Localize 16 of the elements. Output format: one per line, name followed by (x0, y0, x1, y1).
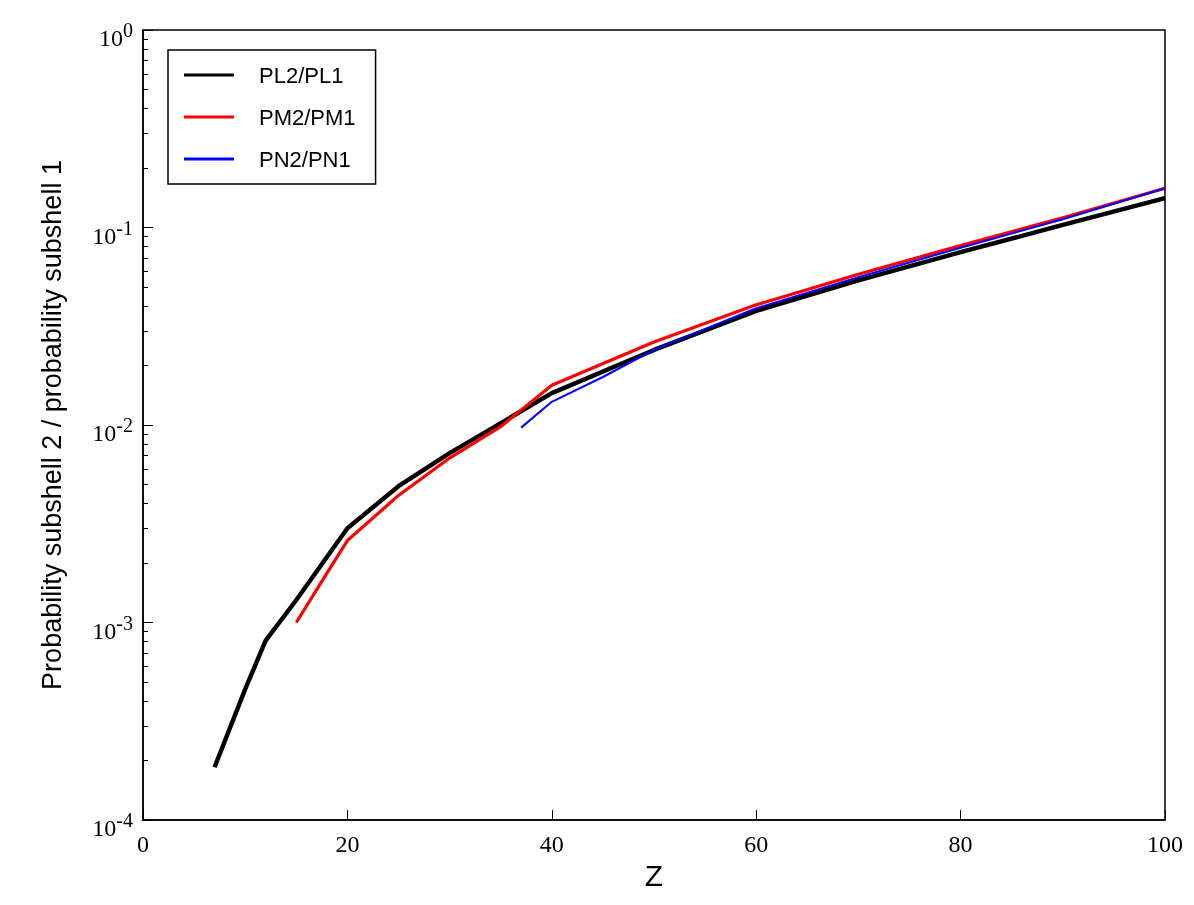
legend-label: PM2/PM1 (259, 104, 356, 130)
y-tick-label: 10$^{-2}$ (92, 413, 133, 448)
x-axis-title: Z (644, 859, 664, 893)
legend-label: PN2/PN1 (259, 146, 351, 172)
y-tick-label: 10$^{0}$ (99, 18, 133, 53)
x-tick-label: 60 (744, 831, 769, 857)
x-tick-label: 80 (948, 831, 973, 857)
y-tick-label: 10$^{-1}$ (92, 215, 133, 251)
y-axis-title: Probability subshell 2 / probability subshell 1 (36, 160, 67, 690)
y-tick-label: 10$^{-4}$ (92, 808, 133, 843)
x-tick-label: 40 (539, 831, 564, 857)
x-tick-label: 0 (137, 831, 149, 857)
x-tick-label: 100 (1147, 831, 1183, 857)
x-tick-label: 20 (335, 831, 360, 857)
legend-label: PL2/PL1 (259, 62, 344, 88)
y-tick-label: 10$^{-3}$ (92, 610, 133, 646)
